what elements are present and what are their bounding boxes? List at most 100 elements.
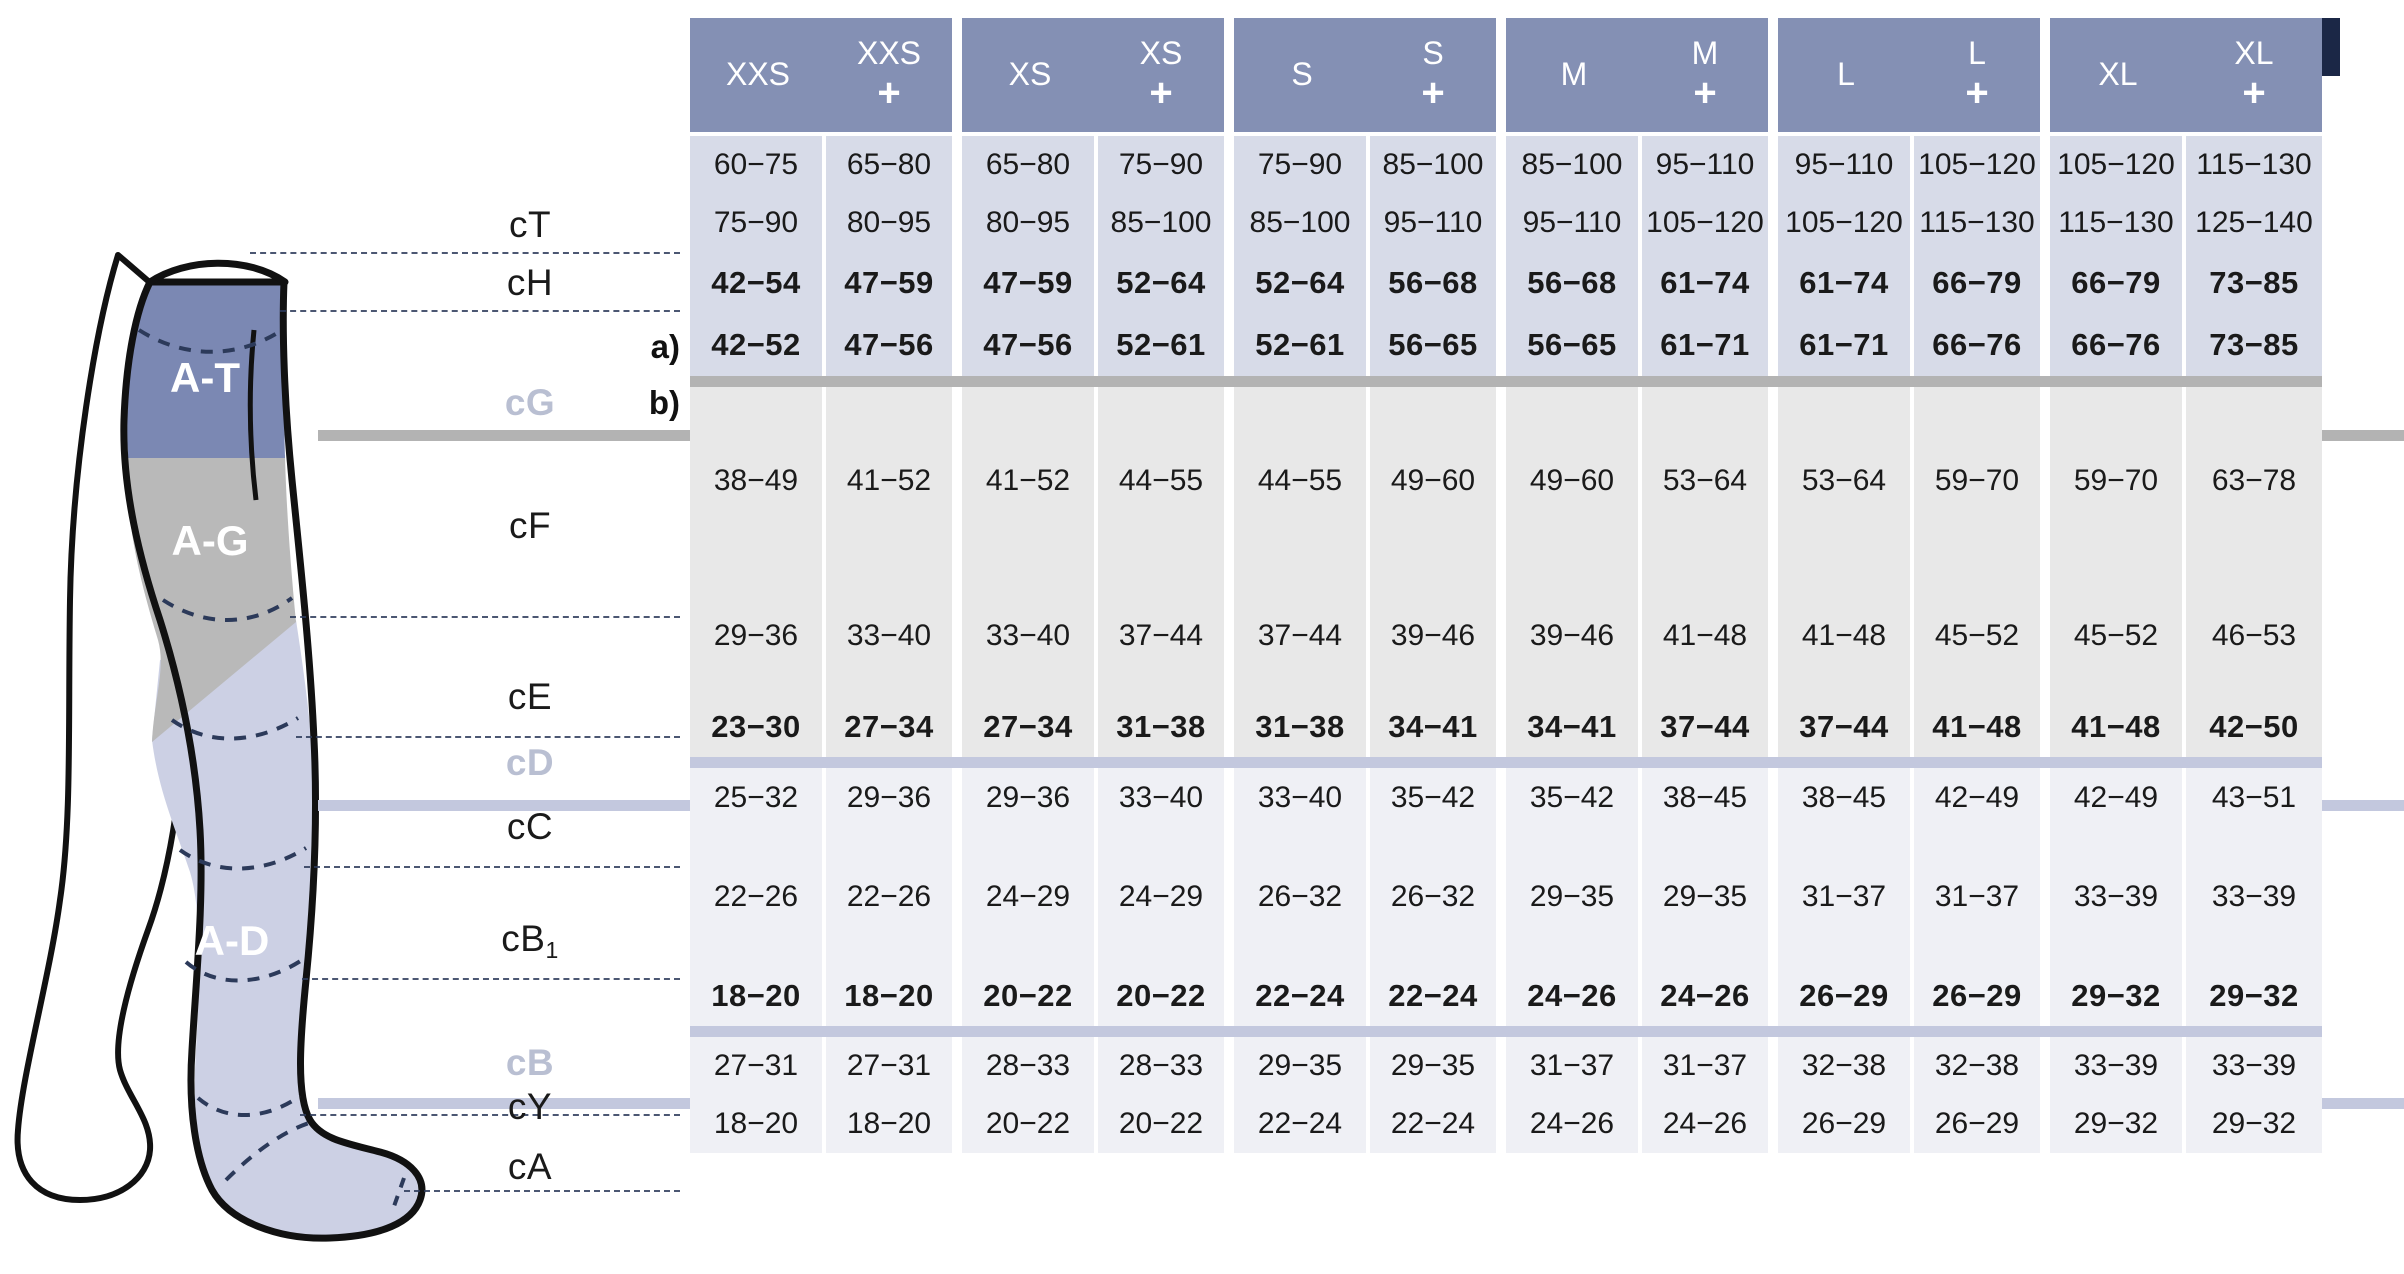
cell-cF-S: 44−55 bbox=[1234, 387, 1370, 575]
cell-cF-Splus: 49−60 bbox=[1370, 387, 1506, 575]
leg-illustration: A-T A-G A-D bbox=[14, 252, 426, 1242]
table-separator-row bbox=[690, 1026, 2322, 1037]
row-label-cH: cH bbox=[506, 262, 554, 303]
size-header-l: L bbox=[1778, 18, 1914, 136]
cell-cH-XS: 80−95 bbox=[962, 194, 1098, 252]
cell-a)-M: 56−68 bbox=[1506, 252, 1642, 314]
cell-cF-Mplus: 53−64 bbox=[1642, 387, 1778, 575]
cell-cY-XXS: 27−31 bbox=[690, 1037, 826, 1095]
circ-line-cY bbox=[196, 1094, 302, 1117]
cell-cG-S: 52−61 bbox=[1234, 314, 1370, 376]
cell-cD-XS: 27−34 bbox=[962, 697, 1098, 757]
cell-cG-XXSplus: 47−56 bbox=[826, 314, 962, 376]
cell-cH-XL: 115−130 bbox=[2050, 194, 2186, 252]
size-header-xs-plus: XS + bbox=[1098, 18, 1234, 136]
size-header-label: XXS bbox=[725, 56, 791, 93]
cell-cF-XS: 41−52 bbox=[962, 387, 1098, 575]
cell-cT-Lplus: 105−120 bbox=[1914, 136, 2050, 194]
cell-cB-L: 26−29 bbox=[1778, 966, 1914, 1026]
cell-cY-XL: 33−39 bbox=[2050, 1037, 2186, 1095]
cell-cG-XXS: 42−52 bbox=[690, 314, 826, 376]
leader-cY bbox=[300, 1114, 680, 1116]
size-header-m: M bbox=[1506, 18, 1642, 136]
circ-line-cF bbox=[161, 596, 294, 622]
row-label-cB1-base: cB bbox=[501, 918, 546, 959]
cell-cD-M: 34−41 bbox=[1506, 697, 1642, 757]
cell-cB1-XL: 33−39 bbox=[2050, 828, 2186, 966]
cell-cE-XSplus: 37−44 bbox=[1098, 575, 1234, 697]
cell-a)-XL: 66−79 bbox=[2050, 252, 2186, 314]
table-row: 18−20 18−20 20−22 20−22 22−24 22−24 24−26 24−26… bbox=[690, 966, 2322, 1026]
cell-cC-XXS: 25−32 bbox=[690, 768, 826, 828]
row-note-b: b) bbox=[648, 384, 680, 421]
cell-cY-XXSplus: 27−31 bbox=[826, 1037, 962, 1095]
cell-cC-S: 33−40 bbox=[1234, 768, 1370, 828]
size-header-l-plus: L + bbox=[1914, 18, 2050, 136]
cell-cB1-XS: 24−29 bbox=[962, 828, 1098, 966]
cell-a)-XXS: 42−54 bbox=[690, 252, 826, 314]
cell-cD-XL: 41−48 bbox=[2050, 697, 2186, 757]
row-label-cD: cD bbox=[505, 742, 555, 783]
cell-a)-XS: 47−59 bbox=[962, 252, 1098, 314]
size-header-label: M bbox=[1560, 56, 1588, 93]
cell-cH-Splus: 95−110 bbox=[1370, 194, 1506, 252]
leader-cC bbox=[304, 866, 680, 868]
row-label-cB: cB bbox=[505, 1042, 555, 1083]
cell-cC-XS: 29−36 bbox=[962, 768, 1098, 828]
cell-cB1-Mplus: 29−35 bbox=[1642, 828, 1778, 966]
cell-cH-M: 95−110 bbox=[1506, 194, 1642, 252]
size-header-label: XS bbox=[1008, 56, 1052, 93]
table-separator-row bbox=[690, 376, 2322, 387]
size-header-xxs-plus: XXS + bbox=[826, 18, 962, 136]
cell-a)-XSplus: 52−64 bbox=[1098, 252, 1234, 314]
table-row: 22−26 22−26 24−29 24−29 26−32 26−32 29−35 29−35… bbox=[690, 828, 2322, 966]
cell-cT-XS: 65−80 bbox=[962, 136, 1098, 194]
cell-cD-XLplus: 42−50 bbox=[2186, 697, 2322, 757]
cell-cY-S: 29−35 bbox=[1234, 1037, 1370, 1095]
cell-cG-M: 56−65 bbox=[1506, 314, 1642, 376]
cell-cF-Lplus: 59−70 bbox=[1914, 387, 2050, 575]
cell-cT-S: 75−90 bbox=[1234, 136, 1370, 194]
cell-cB1-Splus: 26−32 bbox=[1370, 828, 1506, 966]
cell-cH-S: 85−100 bbox=[1234, 194, 1370, 252]
table-row: 23−30 27−34 27−34 31−38 31−38 34−41 34−41 37−44… bbox=[690, 697, 2322, 757]
cell-cH-XLplus: 125−140 bbox=[2186, 194, 2322, 252]
waist-edge bbox=[146, 259, 289, 286]
size-header-xl: XL bbox=[2050, 18, 2186, 136]
cell-cE-XS: 33−40 bbox=[962, 575, 1098, 697]
cell-cA-XLplus: 29−32 bbox=[2186, 1095, 2322, 1153]
cell-cT-Splus: 85−100 bbox=[1370, 136, 1506, 194]
cell-cG-Lplus: 66−76 bbox=[1914, 314, 2050, 376]
cell-cA-XSplus: 20−22 bbox=[1098, 1095, 1234, 1153]
circ-line-cH bbox=[137, 328, 284, 354]
separator-cell bbox=[690, 1026, 2322, 1037]
size-header-xl-plus: XL + bbox=[2186, 18, 2322, 136]
cell-a)-Mplus: 61−74 bbox=[1642, 252, 1778, 314]
cell-a)-XXSplus: 47−59 bbox=[826, 252, 962, 314]
size-header-label: M bbox=[1691, 35, 1719, 72]
size-header-label: L bbox=[1837, 56, 1855, 93]
cell-cB1-M: 29−35 bbox=[1506, 828, 1642, 966]
plus-icon: + bbox=[877, 70, 901, 115]
cell-cA-Mplus: 24−26 bbox=[1642, 1095, 1778, 1153]
cell-cD-XXSplus: 27−34 bbox=[826, 697, 962, 757]
cell-cF-L: 53−64 bbox=[1778, 387, 1914, 575]
row-label-cY: cY bbox=[507, 1086, 553, 1127]
cell-cA-Lplus: 26−29 bbox=[1914, 1095, 2050, 1153]
cell-a)-XLplus: 73−85 bbox=[2186, 252, 2322, 314]
cell-cT-XXS: 60−75 bbox=[690, 136, 826, 194]
leader-cF bbox=[290, 616, 680, 618]
leader-cA bbox=[404, 1190, 680, 1192]
table-separator-row bbox=[690, 757, 2322, 768]
cell-cT-Mplus: 95−110 bbox=[1642, 136, 1778, 194]
cell-cT-M: 85−100 bbox=[1506, 136, 1642, 194]
leg-diagram-panel: A-T A-G A-D bbox=[0, 0, 696, 1274]
cell-cY-Lplus: 32−38 bbox=[1914, 1037, 2050, 1095]
leader-cH bbox=[280, 310, 680, 312]
cell-cB-Lplus: 26−29 bbox=[1914, 966, 2050, 1026]
cell-cA-M: 24−26 bbox=[1506, 1095, 1642, 1153]
cell-cC-XXSplus: 29−36 bbox=[826, 768, 962, 828]
front-leg-stroke bbox=[120, 278, 426, 1242]
cell-a)-L: 61−74 bbox=[1778, 252, 1914, 314]
size-header-label: S bbox=[1291, 56, 1313, 93]
